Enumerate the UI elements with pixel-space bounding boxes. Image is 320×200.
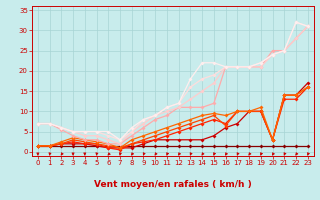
X-axis label: Vent moyen/en rafales ( km/h ): Vent moyen/en rafales ( km/h ): [94, 180, 252, 189]
